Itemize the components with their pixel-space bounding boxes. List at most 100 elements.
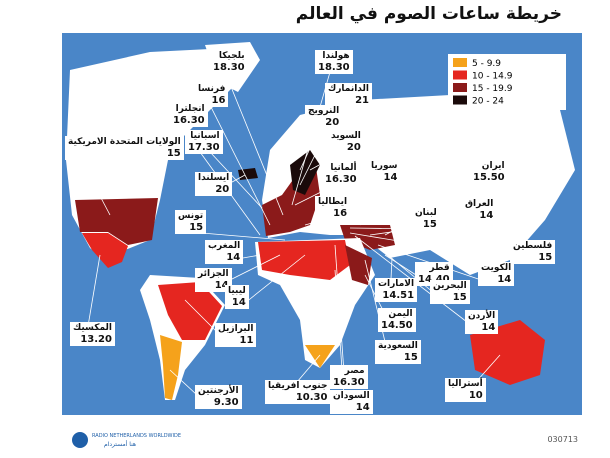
leader-line	[349, 232, 526, 263]
fasting-hours: 15.50	[473, 172, 505, 183]
country-label: البرازيل 11	[215, 323, 257, 347]
country-label: الأردن 14	[465, 310, 499, 334]
fasting-hours: 14	[497, 274, 512, 285]
logo-text-ar: هنا أمستردام	[104, 440, 136, 448]
country-label: النرويج 20	[305, 105, 343, 129]
fasting-hours: 15	[403, 352, 418, 363]
country-label: الدانمارك 21	[325, 83, 372, 107]
iceland	[238, 168, 258, 180]
legend-label: 20 - 24	[472, 97, 504, 107]
fasting-hours: 14	[481, 322, 496, 333]
fasting-hours: 16.30	[325, 174, 357, 185]
country-label: جنوب افريقيا 10.30	[265, 380, 331, 404]
country-name: السودان	[333, 391, 370, 401]
country-name: الامارات	[378, 279, 415, 289]
leader-line	[224, 71, 284, 216]
legend-label: 5 - 9.9	[472, 59, 501, 69]
fasting-hours: 15	[166, 148, 181, 159]
fasting-hours: 9.30	[213, 397, 239, 408]
country-label: انجلترا 16.30	[170, 103, 208, 127]
country-name: سوريا	[371, 161, 398, 171]
fasting-hours: 21	[355, 95, 369, 106]
fasting-hours: 15	[189, 222, 204, 233]
fasting-hours: 14	[383, 172, 398, 183]
logo-icon	[72, 432, 88, 448]
country-label: العراق 14	[462, 198, 497, 222]
legend-swatch	[453, 70, 467, 80]
country-label: هولندا 18.30	[315, 50, 353, 74]
leader-line	[299, 126, 321, 171]
australia	[470, 320, 545, 385]
fasting-hours: 13.20	[80, 334, 112, 345]
legend-label: 10 - 14.9	[472, 72, 513, 82]
country-name: الدانمارك	[328, 84, 369, 94]
country-label: الأرجنتين 9.30	[195, 385, 242, 409]
leader-line	[209, 104, 271, 226]
fasting-hours: 17.30	[188, 142, 220, 153]
fasting-hours: 14.40	[418, 274, 450, 285]
country-name: البرازيل	[218, 324, 254, 334]
fasting-hours: 20	[346, 142, 361, 153]
leader-line	[291, 71, 331, 206]
country-name: ايسلندا	[198, 173, 230, 183]
country-name: أستراليا	[448, 379, 483, 389]
country-name: النرويج	[308, 106, 340, 116]
country-name: انجلترا	[175, 104, 205, 114]
country-label: مصر 16.30	[330, 365, 368, 389]
country-label: اسبانيا 17.30	[185, 130, 223, 154]
fasting-hours: 14	[214, 280, 229, 291]
legend-swatch	[453, 95, 467, 105]
country-label: الكويت 14	[478, 262, 515, 286]
fasting-hours: 16	[333, 208, 348, 219]
country-name: قطر	[429, 263, 450, 273]
country-name: المغرب	[208, 241, 241, 251]
country-label: الامارات 14.51	[375, 278, 418, 302]
fasting-hours: 15	[538, 252, 553, 263]
country-label: ايران 15.50	[470, 160, 508, 184]
country-name: مصر	[344, 366, 365, 376]
legend-label: 15 - 19.9	[472, 84, 513, 94]
country-name: ليبيا	[228, 286, 246, 296]
fasting-hours: 16	[211, 95, 226, 106]
middle-east	[340, 225, 395, 250]
country-label: ايطاليا 16	[315, 196, 351, 220]
legend-swatch	[453, 83, 467, 92]
fasting-hours: 15	[422, 219, 437, 230]
leader-line	[309, 151, 344, 171]
country-name: الجزائر	[198, 269, 229, 279]
fasting-hours: 10	[468, 390, 483, 401]
country-label: الجزائر 14	[195, 268, 232, 292]
country-name: ايران	[481, 161, 505, 171]
country-name: ألمانيا	[330, 163, 357, 173]
country-name: فرنسا	[198, 84, 226, 94]
country-name: اسبانيا	[190, 131, 220, 141]
country-name: الكويت	[481, 263, 512, 273]
fasting-hours: 16.30	[173, 115, 205, 126]
fasting-hours: 10.30	[295, 392, 328, 403]
legend-box	[448, 54, 566, 110]
country-name: البحرين	[433, 281, 467, 291]
country-label: المكسيك 13.20	[70, 322, 115, 346]
south-africa	[305, 345, 335, 368]
country-name: العراق	[465, 199, 494, 209]
north-africa	[258, 240, 350, 280]
country-name: فلسطين	[513, 241, 553, 251]
title: خريطة ساعات الصوم في العالم	[295, 4, 562, 24]
brazil	[158, 282, 222, 340]
country-label: اليمن 14.50	[378, 308, 416, 332]
fasting-hours: 15	[452, 292, 467, 303]
country-name: الأردن	[468, 311, 496, 321]
country-name: لبنان	[415, 208, 437, 218]
country-label: السودان 14	[330, 390, 373, 414]
fasting-hours: 20	[325, 117, 340, 128]
country-label: ألمانيا 16.30	[322, 162, 360, 186]
country-name: اليمن	[388, 309, 413, 319]
fasting-hours: 14	[226, 252, 241, 263]
fasting-hours: 14	[479, 210, 494, 221]
fasting-hours: 11	[239, 335, 254, 346]
country-label: ليبيا 14	[225, 285, 249, 309]
fasting-hours: 18.30	[213, 62, 245, 73]
country-name: السويد	[331, 131, 361, 141]
